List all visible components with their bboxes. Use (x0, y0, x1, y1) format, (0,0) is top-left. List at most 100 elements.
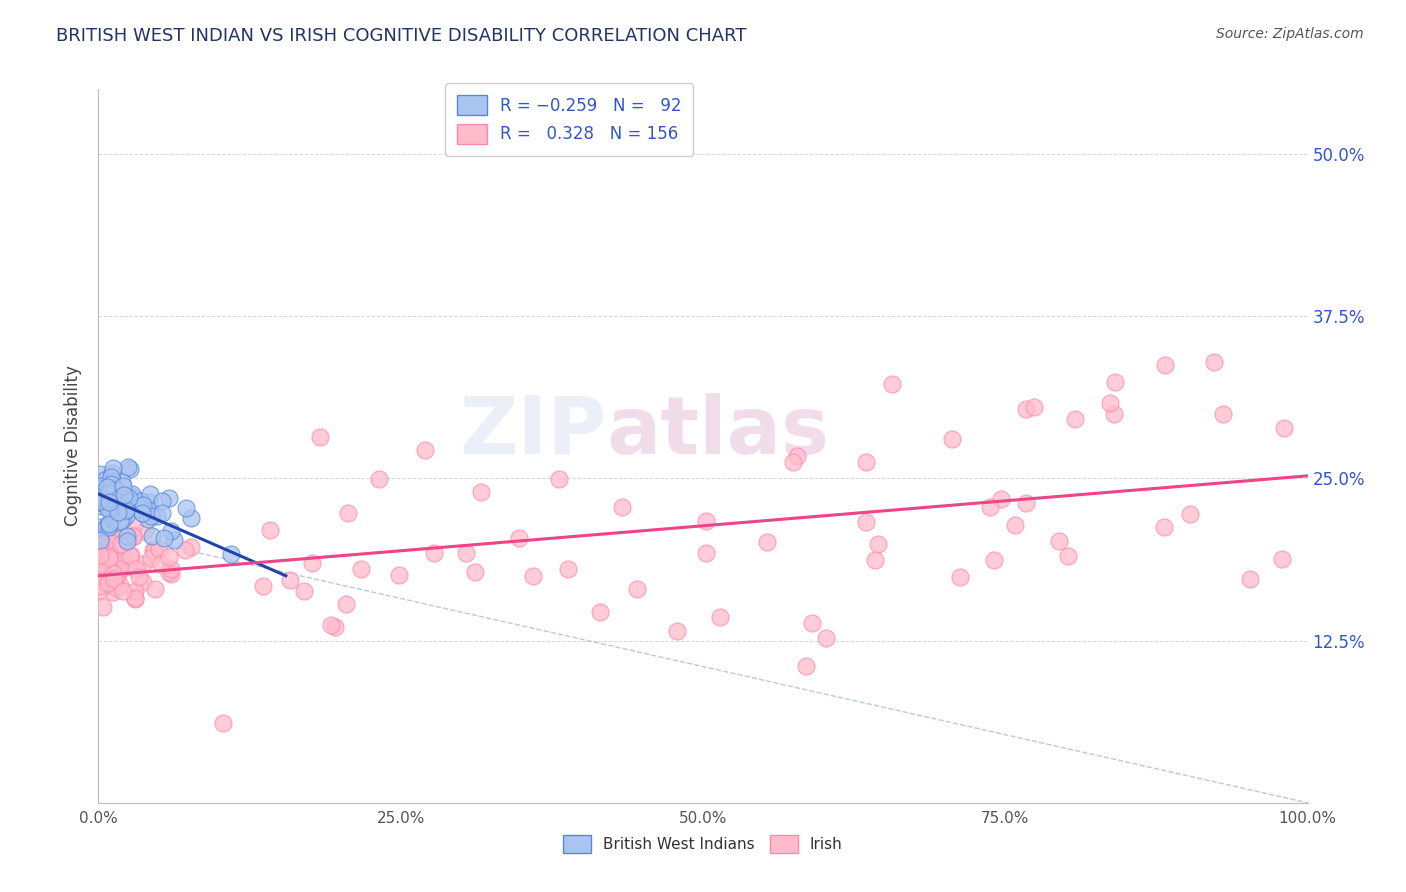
Point (949, 570, 972, 584)
Point (94, 473, 117, 487)
Point (90, 564, 112, 578)
Point (422, 546, 444, 560)
Point (557, 561, 579, 575)
Point (108, 532, 131, 546)
Point (89, 555, 111, 569)
Point (121, 487, 143, 501)
Point (117, 558, 139, 573)
Point (94, 520, 117, 534)
Point (90, 479, 112, 493)
Point (117, 460, 139, 475)
Point (157, 491, 180, 505)
Point (91, 496, 114, 510)
Point (132, 498, 155, 512)
Point (97, 551, 120, 566)
Point (152, 532, 174, 546)
Point (94, 559, 117, 574)
Point (368, 472, 391, 486)
Point (104, 574, 127, 588)
Point (464, 566, 486, 580)
Point (112, 488, 135, 502)
Point (127, 500, 149, 515)
Point (94, 567, 117, 582)
Point (97, 502, 120, 516)
Point (124, 592, 146, 607)
Point (89, 542, 111, 557)
Point (122, 490, 145, 504)
Point (101, 474, 124, 488)
Point (104, 492, 127, 507)
Point (93, 537, 115, 551)
Point (105, 515, 128, 529)
Point (97, 533, 120, 547)
Point (301, 556, 323, 570)
Point (107, 581, 129, 595)
Point (941, 433, 963, 447)
Point (103, 511, 125, 525)
Point (259, 523, 281, 537)
Point (128, 569, 150, 583)
Point (990, 492, 1012, 507)
Point (118, 527, 141, 541)
Point (98, 517, 121, 532)
Point (1178, 508, 1201, 522)
Point (101, 563, 124, 577)
Point (132, 506, 155, 520)
Point (94, 543, 117, 558)
Point (89, 494, 111, 508)
Point (89, 563, 111, 577)
Point (131, 506, 153, 520)
Point (589, 605, 612, 619)
Point (120, 549, 142, 563)
Point (1049, 533, 1071, 548)
Point (90, 567, 112, 582)
Point (709, 609, 731, 624)
Point (122, 516, 145, 531)
Point (882, 376, 904, 391)
Point (101, 521, 124, 535)
Point (695, 546, 717, 560)
Point (118, 500, 141, 514)
Point (1271, 552, 1294, 566)
Point (124, 583, 146, 598)
Point (129, 493, 152, 508)
Point (141, 529, 163, 543)
Point (863, 553, 886, 567)
Point (98, 501, 121, 516)
Point (89, 548, 111, 562)
Point (100, 476, 122, 491)
Point (112, 584, 135, 599)
Point (97, 562, 120, 576)
Point (96, 538, 118, 552)
Point (91, 545, 114, 559)
Point (90, 557, 112, 571)
Point (1153, 520, 1175, 534)
Point (125, 562, 148, 576)
Point (108, 514, 131, 528)
Point (108, 540, 131, 554)
Point (139, 502, 162, 516)
Point (108, 578, 131, 592)
Point (89, 583, 111, 598)
Point (105, 553, 128, 567)
Point (610, 500, 633, 514)
Point (309, 429, 332, 443)
Point (94, 569, 117, 583)
Point (319, 618, 342, 632)
Point (120, 462, 142, 476)
Point (159, 566, 181, 581)
Point (1015, 496, 1038, 510)
Point (103, 572, 125, 586)
Point (94, 472, 117, 486)
Point (89, 568, 111, 582)
Point (97, 576, 120, 591)
Point (159, 524, 181, 538)
Point (132, 574, 155, 589)
Point (91, 557, 114, 571)
Point (1154, 358, 1177, 372)
Point (470, 485, 492, 500)
Point (1015, 401, 1038, 416)
Point (117, 494, 139, 508)
Point (101, 461, 124, 475)
Point (110, 537, 132, 551)
